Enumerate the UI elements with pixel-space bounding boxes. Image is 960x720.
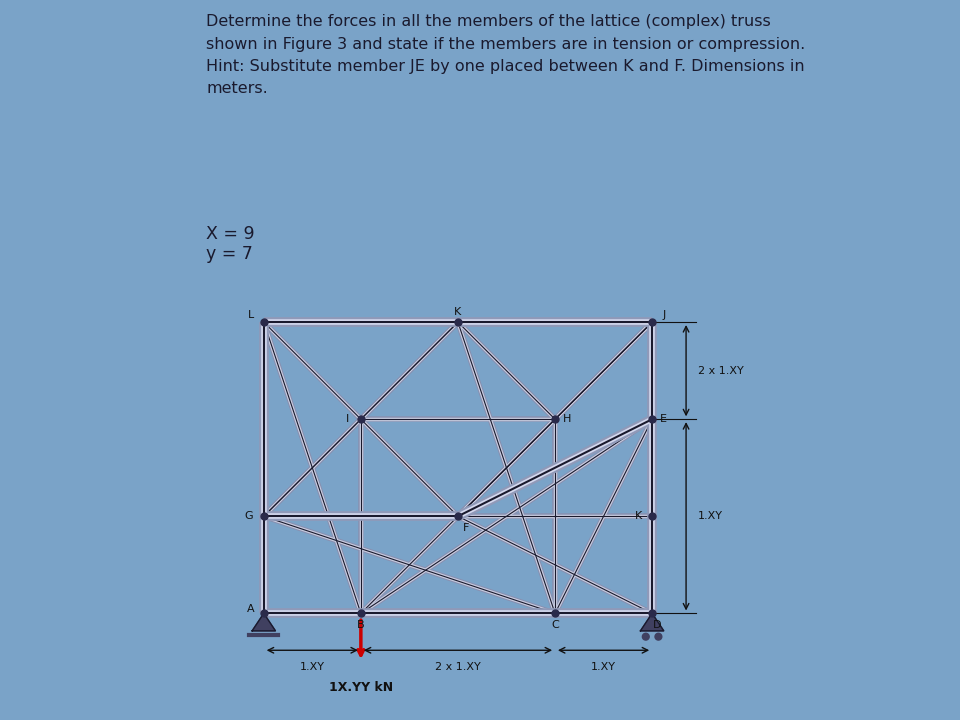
Text: 2 x 1.XY: 2 x 1.XY: [435, 662, 481, 672]
Text: Determine the forces in all the members of the lattice (complex) truss
shown in : Determine the forces in all the members …: [206, 14, 805, 96]
Text: X = 9
y = 7: X = 9 y = 7: [206, 225, 255, 264]
Polygon shape: [640, 613, 663, 631]
Text: 1.XY: 1.XY: [591, 662, 616, 672]
Text: 1X.YY kN: 1X.YY kN: [329, 681, 393, 694]
Text: B: B: [357, 620, 365, 630]
Text: K: K: [454, 307, 462, 318]
Text: I: I: [346, 414, 348, 424]
Text: D: D: [653, 620, 661, 630]
Circle shape: [642, 634, 649, 640]
Text: K: K: [635, 511, 642, 521]
Text: G: G: [244, 511, 252, 521]
Text: J: J: [662, 310, 665, 320]
Circle shape: [655, 634, 661, 640]
Text: 2 x 1.XY: 2 x 1.XY: [698, 366, 743, 376]
Text: A: A: [248, 603, 255, 613]
Text: H: H: [563, 414, 571, 424]
Text: C: C: [551, 620, 559, 630]
Text: 1.XY: 1.XY: [300, 662, 324, 672]
Text: E: E: [660, 414, 667, 424]
Text: L: L: [248, 310, 254, 320]
Polygon shape: [252, 613, 276, 631]
Text: F: F: [463, 523, 468, 533]
Text: 1.XY: 1.XY: [698, 511, 723, 521]
